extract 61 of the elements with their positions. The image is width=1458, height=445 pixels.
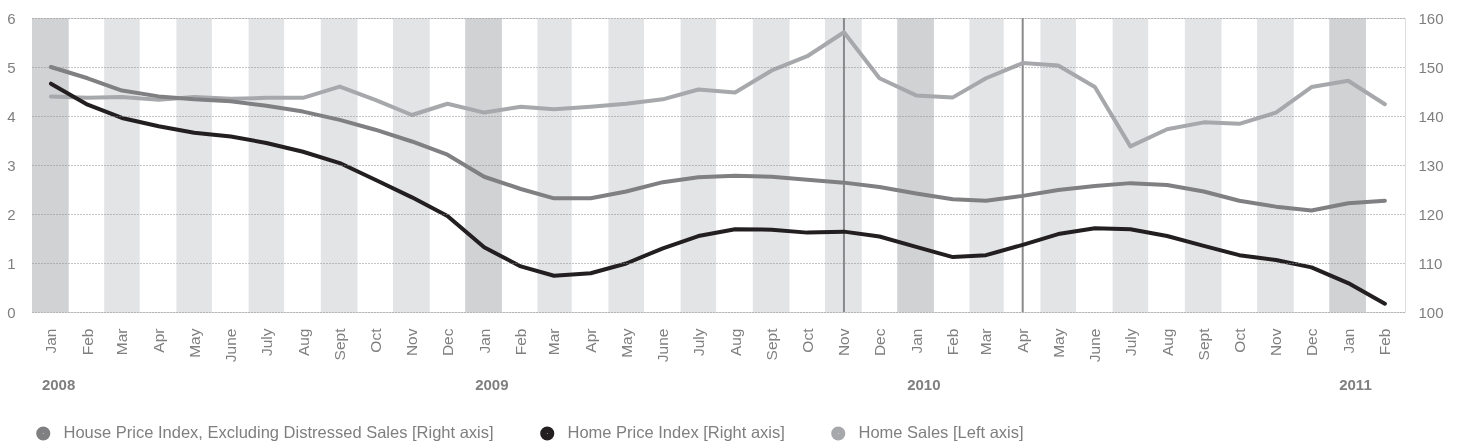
legend-label: Home Sales [Left axis] bbox=[858, 423, 1024, 442]
text: 2010 bbox=[907, 376, 941, 393]
x-tick-label: Sept bbox=[1195, 327, 1213, 361]
x-tick-label: Aug bbox=[294, 328, 312, 357]
x-tick-label: Aug bbox=[726, 328, 744, 357]
x-tick-label: Dec bbox=[438, 328, 456, 357]
y2-tick-label: 160 bbox=[1418, 9, 1444, 27]
x-tick-label: Mar bbox=[113, 328, 131, 356]
legend-label: House Price Index, Excluding Distressed Sales [Right axis] bbox=[63, 423, 494, 442]
x-tick-label: Aug bbox=[1158, 328, 1176, 357]
y2-tick-label: 120 bbox=[1418, 205, 1444, 223]
y2-tick-label: 150 bbox=[1418, 58, 1444, 76]
x-tick-label: Jan bbox=[1339, 328, 1357, 354]
x-tick-label: Oct bbox=[1230, 327, 1248, 353]
y-tick-label: 2 bbox=[7, 205, 16, 223]
text: 2011 bbox=[1339, 376, 1372, 393]
x-tick-label: Mar bbox=[977, 328, 995, 356]
x-tick-label: Feb bbox=[1376, 328, 1394, 356]
x-tick-label: Feb bbox=[944, 328, 962, 356]
x-tick-label: Oct bbox=[798, 327, 816, 353]
x-tick-label: Oct bbox=[366, 327, 384, 353]
x-tick-label: Apr bbox=[1014, 328, 1032, 353]
x-tick-label: Jan bbox=[907, 328, 925, 354]
text: 2008 bbox=[41, 376, 76, 393]
x-tick-label: Sept bbox=[331, 327, 349, 361]
x-tick-label: Apr bbox=[582, 328, 600, 353]
y-tick-label: 3 bbox=[7, 156, 16, 174]
x-tick-label: Dec bbox=[1302, 328, 1320, 357]
x-tick-label: Jan bbox=[475, 328, 493, 354]
x-tick-label: Feb bbox=[79, 328, 97, 356]
x-tick-label: May bbox=[617, 328, 635, 358]
x-tick-label: Jan bbox=[42, 328, 60, 354]
y2-tick-label: 100 bbox=[1418, 303, 1444, 321]
x-tick-label: Feb bbox=[512, 328, 530, 356]
y-tick-label: 6 bbox=[7, 9, 16, 27]
x-tick-label: Sept bbox=[763, 327, 781, 361]
y2-tick-label: 130 bbox=[1418, 156, 1444, 174]
legend-label: Home Price Index [Right axis] bbox=[567, 423, 785, 442]
x-tick-label: July bbox=[1121, 328, 1139, 357]
y-tick-label: 0 bbox=[7, 303, 16, 321]
x-tick-label: May bbox=[1049, 328, 1067, 358]
y2-tick-label: 140 bbox=[1418, 107, 1444, 125]
x-tick-label: July bbox=[689, 328, 707, 357]
x-tick-label: Dec bbox=[870, 328, 888, 357]
y2-tick-label: 110 bbox=[1418, 254, 1443, 272]
x-tick-label: Nov bbox=[835, 328, 853, 357]
x-tick-label: June bbox=[654, 328, 672, 363]
y-tick-label: 5 bbox=[7, 58, 16, 76]
x-tick-label: June bbox=[222, 328, 240, 363]
text: 2009 bbox=[475, 376, 509, 393]
y-tick-label: 4 bbox=[7, 107, 16, 125]
line-series bbox=[48, 81, 1387, 306]
x-tick-label: Apr bbox=[150, 328, 168, 353]
x-tick-label: Nov bbox=[403, 328, 421, 357]
x-tick-label: July bbox=[257, 328, 275, 357]
x-tick-label: June bbox=[1086, 328, 1104, 363]
line-series bbox=[48, 30, 1387, 149]
x-tick-label: Mar bbox=[545, 328, 563, 356]
y-tick-label: 1 bbox=[7, 254, 16, 272]
x-tick-label: May bbox=[185, 328, 203, 358]
x-tick-label: Nov bbox=[1267, 328, 1285, 357]
